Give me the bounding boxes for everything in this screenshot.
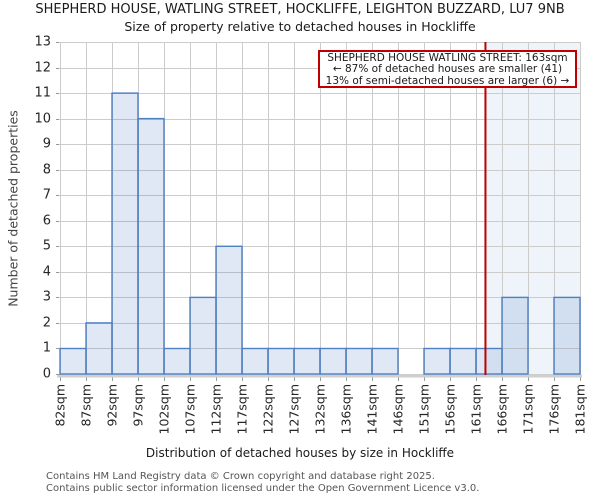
- bars: [59, 92, 581, 375]
- y-tick-label: 8: [43, 163, 51, 178]
- bar: [423, 347, 451, 375]
- x-tick-label: 92sqm: [105, 384, 120, 427]
- x-tick-label: 87sqm: [79, 384, 94, 427]
- x-tick-label: 107sqm: [183, 384, 198, 434]
- x-tick-label: 122sqm: [261, 384, 276, 434]
- bar: [241, 347, 269, 375]
- bar: [137, 117, 165, 375]
- y-tick-label: 2: [43, 316, 51, 331]
- bar: [371, 347, 399, 375]
- x-tick-label: 97sqm: [131, 384, 146, 427]
- y-tick-label: 1: [43, 341, 51, 356]
- x-tick-label: 166sqm: [495, 384, 510, 434]
- x-tick-label: 176sqm: [547, 384, 562, 434]
- x-tick-label: 156sqm: [443, 384, 458, 434]
- x-tick-label: 146sqm: [391, 384, 406, 434]
- bar: [553, 296, 581, 375]
- bar: [111, 92, 139, 375]
- marker-annotation: SHEPHERD HOUSE WATLING STREET: 163sqm ← …: [318, 50, 577, 88]
- y-tick-label: 7: [43, 188, 51, 203]
- x-tick-label: 102sqm: [157, 384, 172, 434]
- bar: [345, 347, 373, 375]
- y-axis-label: Number of detached properties: [5, 110, 21, 307]
- bar: [475, 347, 503, 375]
- x-tick-label: 151sqm: [417, 384, 432, 434]
- x-axis-label: Distribution of detached houses by size …: [145, 446, 455, 460]
- x-tick-label: 117sqm: [235, 384, 250, 434]
- shaded-region: [485, 42, 580, 374]
- y-tick-label: 9: [43, 137, 51, 152]
- x-tick-label: 132sqm: [313, 384, 328, 434]
- bar: [215, 245, 243, 375]
- y-tick-label: 0: [43, 367, 51, 382]
- bar: [293, 347, 321, 375]
- x-tick-label: 171sqm: [521, 384, 536, 434]
- y-tick-label: 4: [43, 265, 51, 280]
- y-tick-label: 13: [34, 35, 51, 50]
- bar: [319, 347, 347, 375]
- x-tick-label: 136sqm: [339, 384, 354, 434]
- y-tick-label: 10: [34, 112, 51, 127]
- footer-attribution: Contains HM Land Registry data © Crown c…: [46, 471, 479, 494]
- annotation-line-2: ← 87% of detached houses are smaller (41…: [332, 63, 563, 76]
- bar: [85, 322, 113, 375]
- bar: [59, 347, 87, 375]
- x-tick-label: 141sqm: [365, 384, 380, 434]
- x-tick-label: 161sqm: [469, 384, 484, 434]
- footer-line-2: Contains public sector information licen…: [46, 482, 480, 494]
- y-tick-label: 3: [43, 290, 51, 305]
- page-title: SHEPHERD HOUSE, WATLING STREET, HOCKLIFF…: [35, 2, 565, 17]
- bar: [163, 347, 191, 375]
- page-subtitle: Size of property relative to detached ho…: [124, 19, 476, 34]
- bar: [501, 296, 529, 375]
- x-tick-label: 82sqm: [53, 384, 68, 427]
- x-tick-labels: 82sqm 87sqm 92sqm 97sqm 102sqm 107sqm 112sqm 11…: [53, 384, 588, 434]
- bar: [449, 347, 477, 375]
- y-tick-label: 12: [34, 61, 51, 76]
- annotation-line-3: 13% of semi-detached houses are larger (…: [325, 74, 570, 87]
- y-tick-label: 11: [34, 86, 51, 101]
- x-tick-label: 181sqm: [573, 384, 588, 434]
- bar: [267, 347, 295, 375]
- y-tick-label: 5: [43, 239, 51, 254]
- y-tick-label: 6: [43, 214, 51, 229]
- annotation-line-1: SHEPHERD HOUSE WATLING STREET: 163sqm: [327, 52, 568, 64]
- footer-line-1: Contains HM Land Registry data © Crown c…: [46, 471, 435, 482]
- x-tick-label: 127sqm: [287, 384, 302, 434]
- bar: [189, 296, 217, 375]
- tick-marks: [56, 42, 581, 381]
- x-tick-label: 112sqm: [209, 384, 224, 434]
